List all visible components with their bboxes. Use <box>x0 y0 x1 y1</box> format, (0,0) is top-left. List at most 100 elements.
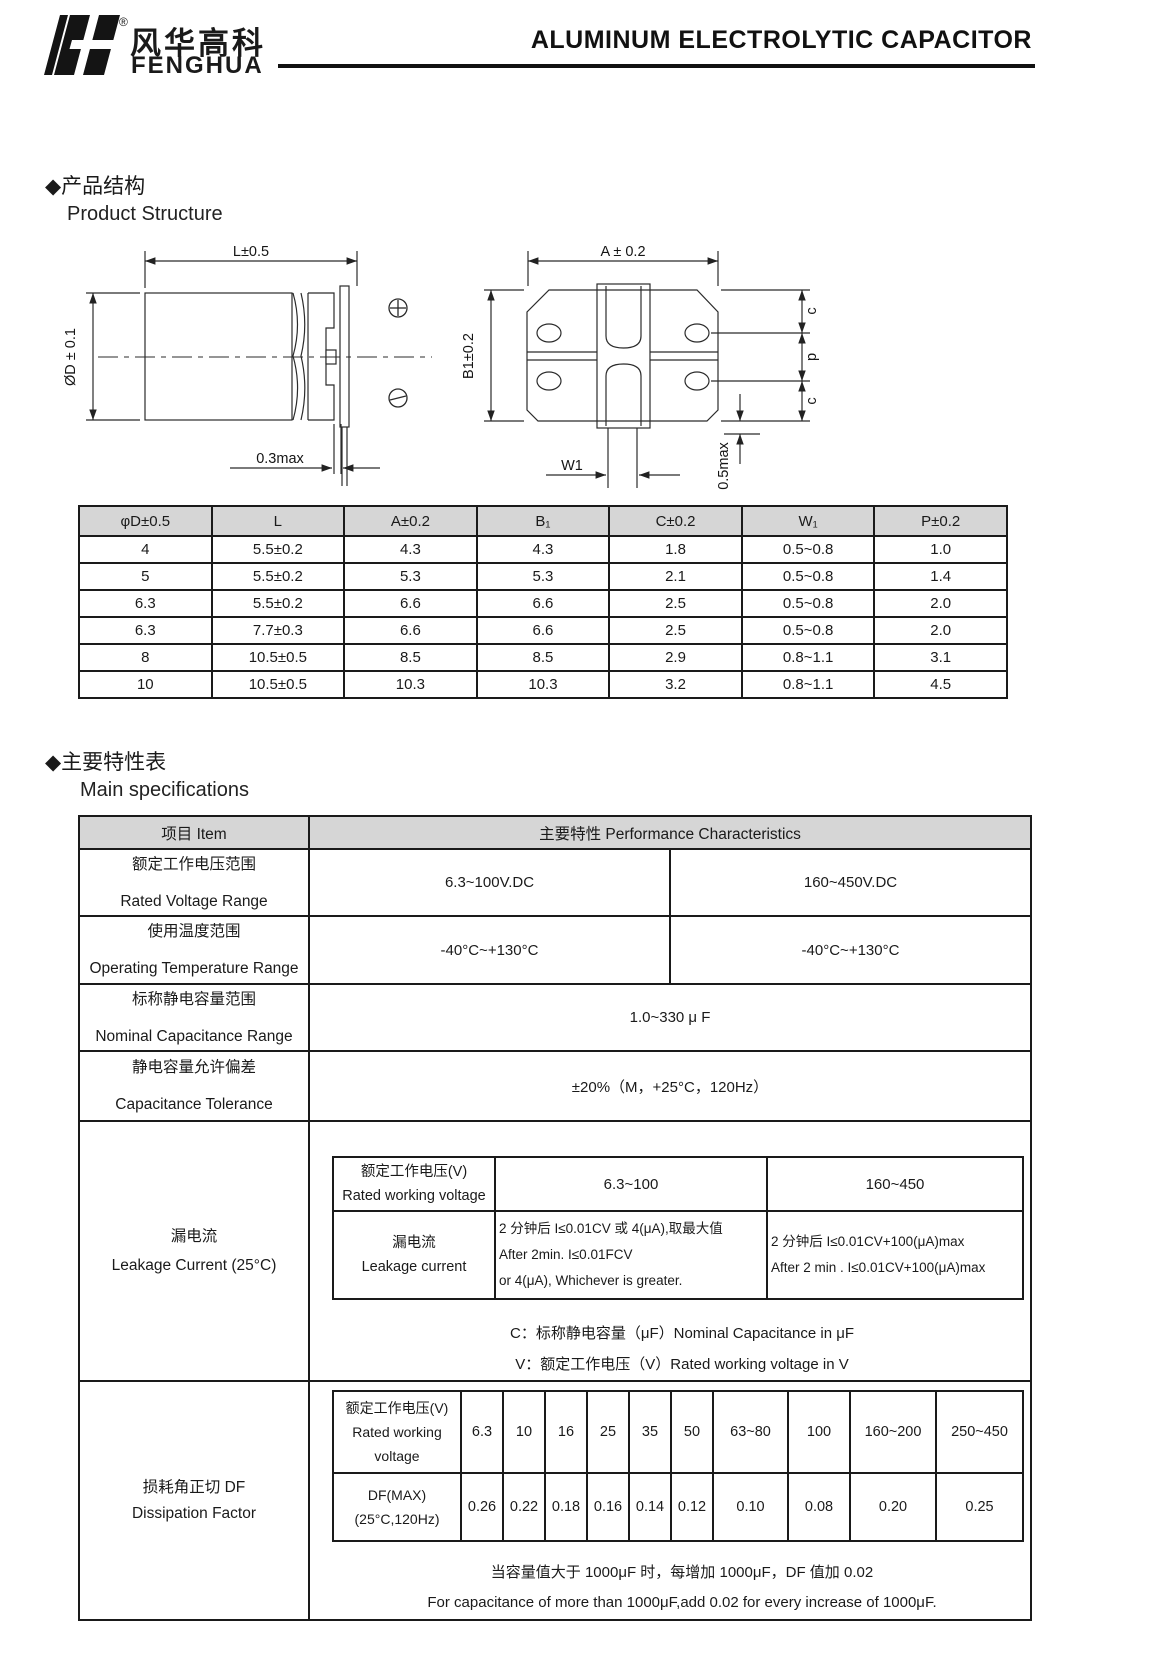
spec-row-temperature: 使用温度范围 Operating Temperature Range -40°C… <box>78 915 1032 985</box>
cell: 8.5 <box>475 643 611 672</box>
df-voltage-header-cn: 额定工作电压(V) <box>345 1399 449 1416</box>
cell: 1.8 <box>608 535 743 564</box>
leakage-voltage-header-cn: 额定工作电压(V) <box>360 1164 468 1180</box>
cell: 5.5±0.2 <box>210 535 346 564</box>
cell: 5.3 <box>475 562 611 591</box>
df-voltage: 160~200 <box>849 1389 937 1474</box>
dim-label-b1: B1±0.2 <box>461 333 477 379</box>
leakage-spec-high-line2: After 2 min . I≤0.01CV+100(μA)max <box>771 1260 986 1275</box>
spec-row-leakage: 漏电流 Leakage Current (25°C) 额定工作电压(V) Rat… <box>78 1120 1032 1382</box>
cell: 6.6 <box>475 616 611 645</box>
leakage-current-table: 额定工作电压(V) Rated working voltage 6.3~100 … <box>332 1156 1024 1300</box>
product-structure-drawing: L±0.5 ØD ± 0.1 0.3max A ± 0.2 B1±0.2 c p… <box>63 244 820 490</box>
tolerance-label-en: Capacitance Tolerance <box>115 1096 273 1113</box>
cell: 0.5~0.8 <box>740 589 876 618</box>
df-note-cn: 当容量值大于 1000μF 时，每增加 1000μF，DF 值加 0.02 <box>490 1563 874 1581</box>
cell: 0.5~0.8 <box>740 616 876 645</box>
spec-row-dissipation-factor: 损耗角正切 DF Dissipation Factor 额定工作电压(V) <box>78 1380 1032 1621</box>
cell: 0.5~0.8 <box>740 562 876 591</box>
drawing-dimension-labels: L±0.5 ØD ± 0.1 0.3max A ± 0.2 B1±0.2 c p… <box>63 244 820 490</box>
brand-name-en: FENGHUA <box>131 52 264 79</box>
cell: 1.0 <box>873 535 1008 564</box>
cell: 10.5±0.5 <box>210 670 346 699</box>
temperature-label-cn: 使用温度范围 <box>147 923 241 940</box>
registered-trademark-icon: ® <box>119 15 128 29</box>
dim-col-a: A±0.2 <box>343 505 478 537</box>
df-label-cell: 损耗角正切 DF Dissipation Factor <box>78 1380 310 1621</box>
df-row-label-cell: DF(MAX) (25°C,120Hz) <box>332 1471 462 1542</box>
leakage-voltage-header-en: Rated working voltage <box>342 1188 486 1204</box>
df-value: 0.10 <box>712 1471 789 1542</box>
leakage-row-label-cn: 漏电流 <box>392 1235 436 1251</box>
df-voltage: 100 <box>787 1389 851 1474</box>
tolerance-value: ±20%（M，+25°C，120Hz） <box>308 1050 1032 1122</box>
cell: 2.0 <box>873 616 1008 645</box>
page-title: ALUMINUM ELECTROLYTIC CAPACITOR <box>530 26 1032 54</box>
cell: 10.3 <box>343 670 478 699</box>
df-content-cell: 额定工作电压(V) Rated working voltage 6.3 10 1… <box>308 1380 1032 1621</box>
df-voltage: 25 <box>586 1389 630 1474</box>
dim-col-l: L <box>210 505 346 537</box>
cell: 0.8~1.1 <box>740 670 876 699</box>
brand-name-cn: 风华高科 <box>130 26 266 61</box>
cell: 7.7±0.3 <box>210 616 346 645</box>
df-table-header-row: 额定工作电压(V) Rated working voltage 6.3 10 1… <box>332 1389 1024 1474</box>
cell: 2.5 <box>608 589 743 618</box>
df-voltage-header-en1: Rated working <box>352 1423 442 1440</box>
positive-polarity-icon <box>388 298 408 318</box>
dim-label-end-gap: 0.3max <box>256 451 304 467</box>
cell: 2.5 <box>608 616 743 645</box>
leakage-range-low: 6.3~100 <box>494 1156 768 1212</box>
dimensions-table: φD±0.5 L A±0.2 B₁ C±0.2 W₁ P±0.2 4 5.5±0… <box>78 505 1008 699</box>
spec-row-tolerance: 静电容量允许偏差 Capacitance Tolerance ±20%（M，+2… <box>78 1050 1032 1122</box>
dim-col-p: P±0.2 <box>873 505 1008 537</box>
leakage-spec-low-line3: or 4(μA), Whichever is greater. <box>499 1273 683 1288</box>
df-voltage: 35 <box>628 1389 672 1474</box>
header-divider <box>278 64 1035 68</box>
cell: 10 <box>78 670 213 699</box>
cell: 2.0 <box>873 589 1008 618</box>
specifications-table: 项目 Item 主要特性 Performance Characteristics… <box>78 815 1032 1621</box>
dim-col-diameter: φD±0.5 <box>78 505 213 537</box>
table-row: 10 10.5±0.5 10.3 10.3 3.2 0.8~1.1 4.5 <box>78 670 1008 699</box>
spec-col-performance: 主要特性 Performance Characteristics <box>308 815 1032 850</box>
capacitance-range-value: 1.0~330 μ F <box>308 983 1032 1052</box>
df-voltage: 63~80 <box>712 1389 789 1474</box>
table-row: 8 10.5±0.5 8.5 8.5 2.9 0.8~1.1 3.1 <box>78 643 1008 672</box>
cell: 6.3 <box>78 616 213 645</box>
df-label-en: Dissipation Factor <box>131 1505 257 1522</box>
df-row-label-line1: DF(MAX) <box>367 1486 427 1503</box>
cell: 5.5±0.2 <box>210 562 346 591</box>
dim-col-w1: W₁ <box>740 505 876 537</box>
leakage-notes: C：标称静电容量（μF）Nominal Capacitance in μF V：… <box>334 1318 1030 1380</box>
capacitance-label-en: Nominal Capacitance Range <box>95 1027 293 1045</box>
fenghua-logo-icon <box>44 15 120 75</box>
leakage-spec-low-line2: After 2min. I≤0.01FCV <box>499 1247 633 1262</box>
leakage-row-label-cell: 漏电流 Leakage current <box>332 1210 496 1300</box>
negative-polarity-icon <box>388 388 408 408</box>
cell: 3.1 <box>873 643 1008 672</box>
spec-row-capacitance-range: 标称静电容量范围 Nominal Capacitance Range 1.0~3… <box>78 983 1032 1052</box>
capacitance-label-cell: 标称静电容量范围 Nominal Capacitance Range <box>78 983 310 1052</box>
dissipation-factor-table: 额定工作电压(V) Rated working voltage 6.3 10 1… <box>332 1389 1024 1542</box>
cell: 5.5±0.2 <box>210 589 346 618</box>
df-label-cn: 损耗角正切 DF <box>142 1479 246 1496</box>
cell: 6.6 <box>343 589 478 618</box>
dim-label-p: p <box>804 353 820 361</box>
df-value: 0.20 <box>849 1471 937 1542</box>
cell: 2.1 <box>608 562 743 591</box>
spec-header-row: 项目 Item 主要特性 Performance Characteristics <box>78 815 1032 850</box>
leakage-table-data-row: 漏电流 Leakage current 2 分钟后 I≤0.01CV 或 4(μ… <box>332 1210 1024 1300</box>
cell: 3.2 <box>608 670 743 699</box>
cell: 5.3 <box>343 562 478 591</box>
capacitance-label-cn: 标称静电容量范围 <box>131 990 256 1008</box>
leakage-label-en: Leakage Current (25°C) <box>111 1257 277 1274</box>
table-row: 6.3 5.5±0.2 6.6 6.6 2.5 0.5~0.8 2.0 <box>78 589 1008 618</box>
table-row: 4 5.5±0.2 4.3 4.3 1.8 0.5~0.8 1.0 <box>78 535 1008 564</box>
rated-voltage-label-en: Rated Voltage Range <box>120 892 268 910</box>
df-voltage: 50 <box>670 1389 714 1474</box>
cell: 10.3 <box>475 670 611 699</box>
cell: 8 <box>78 643 213 672</box>
cell: 4.5 <box>873 670 1008 699</box>
df-voltage: 6.3 <box>460 1389 504 1474</box>
